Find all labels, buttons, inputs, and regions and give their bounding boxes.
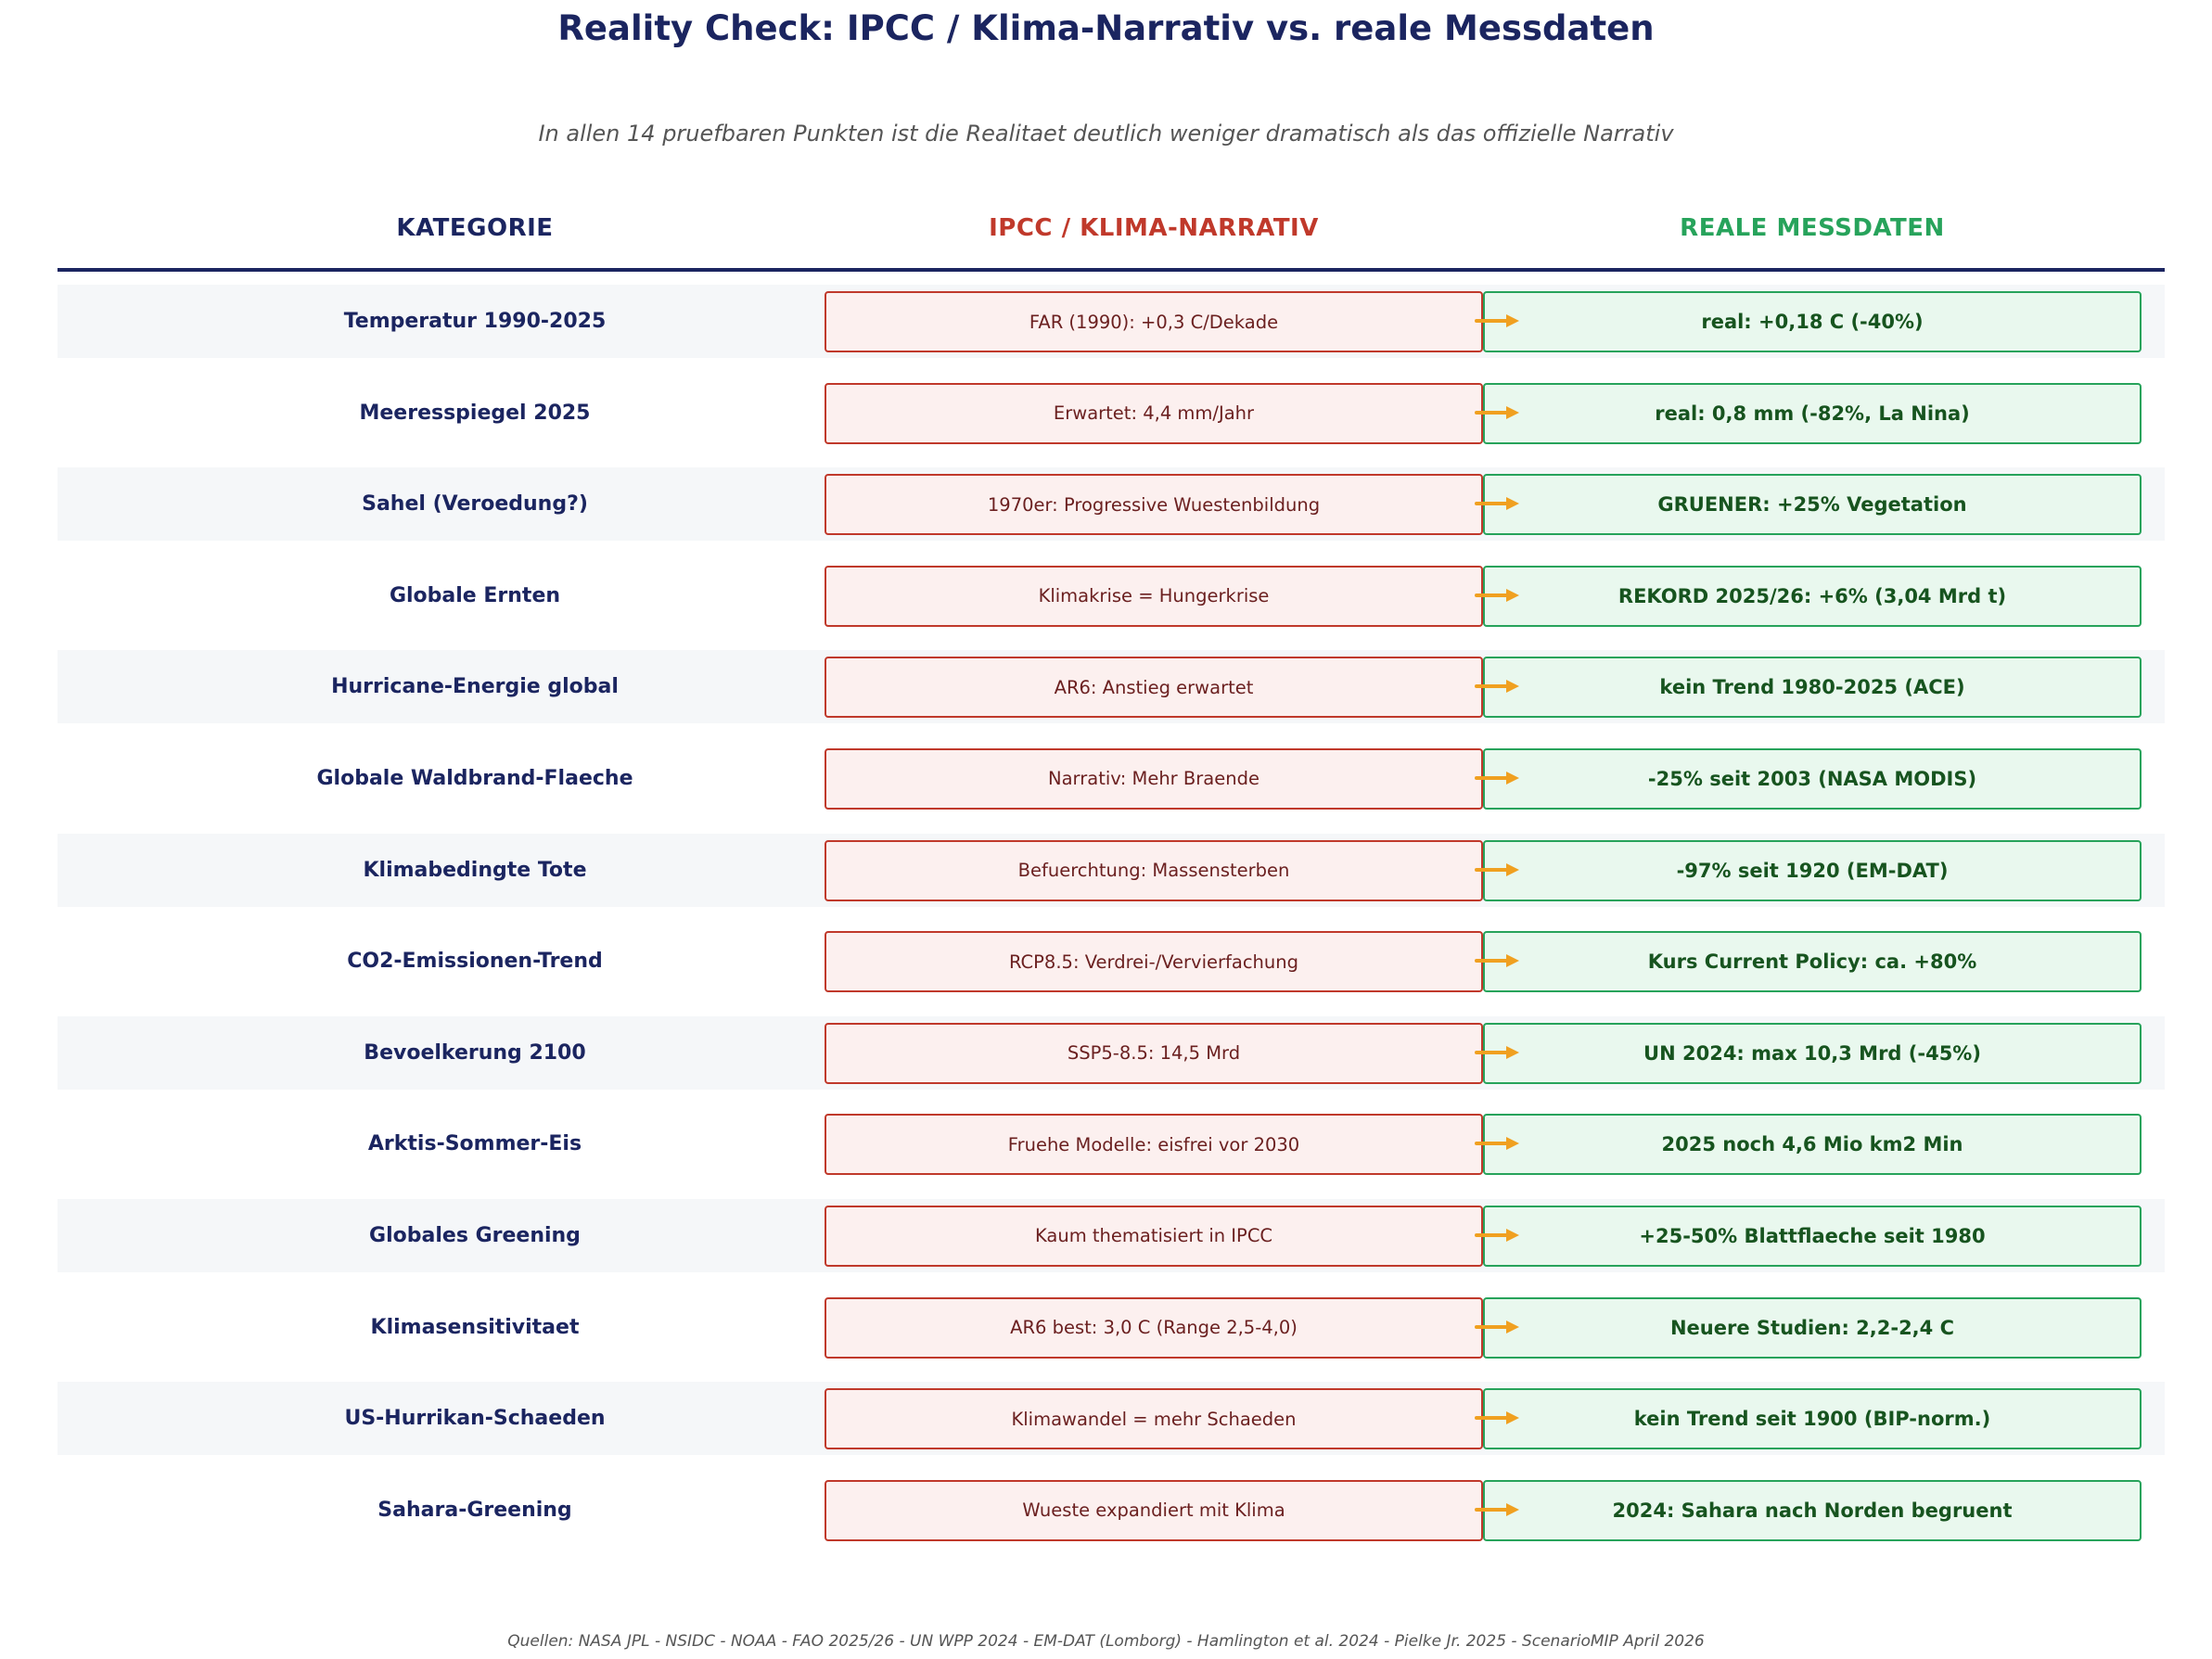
header-divider (58, 268, 2165, 272)
page-subtitle: In allen 14 pruefbaren Punkten ist die R… (538, 121, 1674, 147)
arrow-right-icon (1475, 588, 1519, 602)
row-category: Sahara-Greening (377, 1498, 572, 1522)
real-data-box: Neuere Studien: 2,2-2,4 C (1483, 1296, 2142, 1359)
narrative-box: Klimawandel = mehr Schaeden (825, 1388, 1483, 1450)
arrow-right-icon (1475, 1320, 1519, 1334)
row-category: Bevoelkerung 2100 (364, 1040, 586, 1065)
narrative-box: Erwartet: 4,4 mm/Jahr (825, 382, 1483, 444)
real-data-box: REKORD 2025/26: +6% (3,04 Mrd t) (1483, 565, 2142, 627)
real-data-box: Kurs Current Policy: ca. +80% (1483, 931, 2142, 993)
arrow-right-icon (1475, 497, 1519, 511)
table-row: Globales Greening Kaum thematisiert in IP… (58, 1198, 2165, 1272)
real-data-box: 2025 noch 4,6 Mio km2 Min (1483, 1114, 2142, 1176)
narrative-box: Fruehe Modelle: eisfrei vor 2030 (825, 1114, 1483, 1176)
row-category: Klimasensitivitaet (370, 1315, 580, 1339)
real-data-box: -97% seit 1920 (EM-DAT) (1483, 839, 2142, 901)
real-data-box: kein Trend 1980-2025 (ACE) (1483, 657, 2142, 719)
narrative-box: AR6: Anstieg erwartet (825, 657, 1483, 719)
row-category: Globale Waldbrand-Flaeche (316, 766, 633, 790)
header-narrative: IPCC / KLIMA-NARRATIV (989, 214, 1319, 242)
arrow-right-icon (1475, 1045, 1519, 1059)
narrative-box: RCP8.5: Verdrei-/Vervierfachung (825, 931, 1483, 993)
narrative-box: Wueste expandiert mit Klima (825, 1479, 1483, 1541)
narrative-box: SSP5-8.5: 14,5 Mrd (825, 1022, 1483, 1084)
arrow-right-icon (1475, 680, 1519, 694)
arrow-right-icon (1475, 954, 1519, 968)
narrative-box: Kaum thematisiert in IPCC (825, 1205, 1483, 1267)
row-category: Arktis-Sommer-Eis (367, 1132, 582, 1156)
arrow-right-icon (1475, 1411, 1519, 1425)
row-category: Globale Ernten (389, 583, 561, 607)
real-data-box: 2024: Sahara nach Norden begruent (1483, 1479, 2142, 1541)
table-row: Meeresspiegel 2025 Erwartet: 4,4 mm/Jahr r… (58, 376, 2165, 450)
row-category: Hurricane-Energie global (331, 675, 619, 699)
narrative-box: AR6 best: 3,0 C (Range 2,5-4,0) (825, 1296, 1483, 1359)
real-data-box: real: +0,18 C (-40%) (1483, 291, 2142, 352)
table-row: Klimasensitivitaet AR6 best: 3,0 C (Range… (58, 1291, 2165, 1364)
real-data-box: +25-50% Blattflaeche seit 1980 (1483, 1205, 2142, 1267)
narrative-box: FAR (1990): +0,3 C/Dekade (825, 291, 1483, 352)
table-row: CO2-Emissionen-Trend RCP8.5: Verdrei-/Ver… (58, 925, 2165, 998)
table-row: Sahara-Greening Wueste expandiert mit Kli… (58, 1474, 2165, 1547)
row-category: Meeresspiegel 2025 (359, 401, 591, 425)
table-row: Klimabedingte Tote Befuerchtung: Massenst… (58, 833, 2165, 907)
row-category: Globales Greening (369, 1223, 581, 1247)
header-real-data: REALE MESSDATEN (1680, 214, 1945, 242)
real-data-box: kein Trend seit 1900 (BIP-norm.) (1483, 1388, 2142, 1450)
arrow-right-icon (1475, 771, 1519, 785)
comparison-table: Temperatur 1990-2025 FAR (1990): +0,3 C/D… (58, 285, 2165, 1564)
table-row: Temperatur 1990-2025 FAR (1990): +0,3 C/D… (58, 285, 2165, 358)
sources-footer: Quellen: NASA JPL - NSIDC - NOAA - FAO 2… (507, 1632, 1705, 1651)
row-category: US-Hurrikan-Schaeden (344, 1407, 606, 1431)
real-data-box: -25% seit 2003 (NASA MODIS) (1483, 747, 2142, 810)
table-row: Globale Ernten Klimakrise = Hungerkrise RE… (58, 559, 2165, 632)
narrative-box: Narrativ: Mehr Braende (825, 747, 1483, 810)
row-category: Klimabedingte Tote (363, 858, 587, 882)
arrow-right-icon (1475, 862, 1519, 876)
real-data-box: UN 2024: max 10,3 Mrd (-45%) (1483, 1022, 2142, 1084)
arrow-right-icon (1475, 1137, 1519, 1151)
row-category: Temperatur 1990-2025 (343, 310, 607, 333)
row-category: Sahel (Veroedung?) (362, 492, 588, 517)
page-title: Reality Check: IPCC / Klima-Narrativ vs.… (557, 8, 1655, 48)
table-header: KATEGORIE IPCC / KLIMA-NARRATIV REALE ME… (0, 210, 2212, 247)
arrow-right-icon (1475, 314, 1519, 327)
table-row: Hurricane-Energie global AR6: Anstieg erw… (58, 650, 2165, 724)
table-row: Globale Waldbrand-Flaeche Narrativ: Mehr … (58, 742, 2165, 815)
real-data-box: real: 0,8 mm (-82%, La Nina) (1483, 382, 2142, 444)
narrative-box: Klimakrise = Hungerkrise (825, 565, 1483, 627)
table-row: Sahel (Veroedung?) 1970er: Progressive Wu… (58, 467, 2165, 542)
arrow-right-icon (1475, 1228, 1519, 1242)
arrow-right-icon (1475, 1502, 1519, 1516)
table-row: Bevoelkerung 2100 SSP5-8.5: 14,5 Mrd UN 20… (58, 1015, 2165, 1090)
row-category: CO2-Emissionen-Trend (347, 950, 603, 974)
table-row: Arktis-Sommer-Eis Fruehe Modelle: eisfrei… (58, 1107, 2165, 1180)
table-row: US-Hurrikan-Schaeden Klimawandel = mehr S… (58, 1382, 2165, 1456)
real-data-box: GRUENER: +25% Vegetation (1483, 474, 2142, 536)
arrow-right-icon (1475, 405, 1519, 419)
narrative-box: 1970er: Progressive Wuestenbildung (825, 474, 1483, 536)
header-category: KATEGORIE (396, 214, 554, 242)
narrative-box: Befuerchtung: Massensterben (825, 839, 1483, 901)
